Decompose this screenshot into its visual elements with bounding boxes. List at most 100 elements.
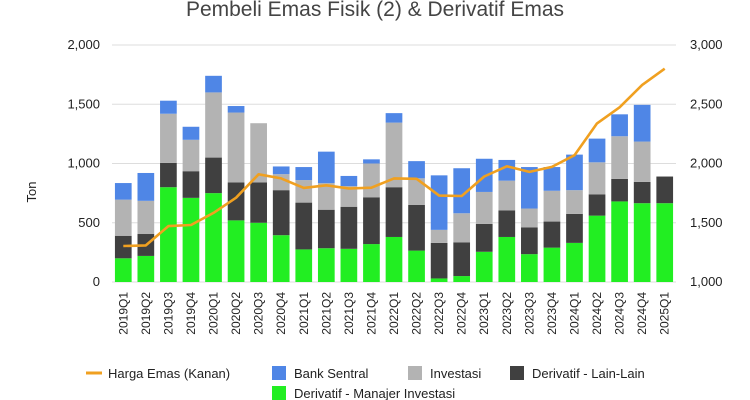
legend-label: Derivatif - Manajer Investasi	[294, 386, 455, 400]
legend-swatch	[272, 366, 286, 380]
x-tick-label: 2025Q1	[658, 292, 672, 335]
bar-segment	[633, 181, 651, 204]
bar-segment	[182, 197, 200, 282]
bar-segment	[633, 203, 651, 282]
bar-segment	[498, 210, 516, 237]
bar-segment	[475, 191, 493, 224]
bar-segment	[340, 248, 358, 282]
bar-segment	[475, 223, 493, 252]
bar-segment	[521, 227, 538, 255]
bar-segment	[543, 167, 561, 191]
bar-segment	[453, 242, 471, 277]
left-tick-label: 2,000	[67, 37, 100, 52]
x-tick-label: 2020Q1	[207, 292, 221, 335]
bar-segment	[295, 180, 313, 203]
bar-segment	[205, 157, 222, 194]
chart-title: Pembeli Emas Fisik (2) & Derivatif Emas	[186, 0, 564, 21]
bar-segment	[656, 203, 674, 282]
bar-segment	[385, 113, 403, 123]
bar-segment	[340, 186, 358, 207]
right-tick-label: 2,000	[690, 156, 723, 171]
legend-swatch	[510, 366, 524, 380]
x-tick-label: 2024Q4	[635, 292, 649, 335]
bar-segment	[408, 161, 425, 179]
bar-segment	[317, 183, 335, 210]
x-tick-label: 2024Q1	[568, 292, 582, 335]
bar-segment	[408, 178, 425, 205]
bar-segment	[543, 190, 561, 222]
bar-segment	[363, 197, 380, 245]
x-tick-label: 2022Q2	[410, 292, 424, 335]
x-tick-label: 2021Q1	[297, 292, 311, 335]
bar-segment	[363, 159, 380, 164]
bar-segment	[137, 200, 155, 235]
x-tick-label: 2024Q2	[590, 292, 604, 335]
bar-segment	[588, 194, 606, 216]
bar-segment	[205, 75, 222, 93]
legend-swatch	[272, 386, 286, 400]
bar-segment	[521, 208, 538, 228]
bar-segment	[566, 213, 583, 243]
y-axis-label: Ton	[24, 182, 39, 203]
bar-segment	[453, 213, 471, 243]
legend-label: Derivatif - Lain-Lain	[532, 366, 645, 381]
legend-label: Harga Emas (Kanan)	[108, 366, 230, 381]
right-axis: 1,000 1,500 2,000 2,500 3,000	[690, 37, 723, 289]
bar-segment	[250, 182, 267, 223]
left-tick-label: 1,000	[67, 156, 100, 171]
bar-segment	[182, 126, 200, 140]
bar-segment	[160, 162, 177, 188]
bar-segment	[521, 167, 538, 209]
bar-segment	[498, 180, 516, 211]
bar-segment	[588, 215, 606, 282]
bar-segment	[385, 187, 403, 237]
bar-segment	[205, 193, 222, 282]
bar-segment	[521, 254, 538, 282]
bar-segment	[295, 167, 313, 181]
bar-segment	[566, 242, 583, 282]
x-tick-label: 2022Q1	[387, 292, 401, 335]
x-tick-label: 2019Q4	[184, 292, 198, 335]
right-tick-label: 1,000	[690, 274, 723, 289]
bar-segment	[453, 276, 471, 282]
bar-segment	[633, 104, 651, 142]
x-tick-label: 2022Q3	[432, 292, 446, 335]
legend-label: Investasi	[430, 366, 481, 381]
bar-segment	[588, 138, 606, 163]
bar-segment	[408, 204, 425, 251]
legend-label: Bank Sentral	[294, 366, 369, 381]
x-tick-label: 2021Q2	[319, 292, 333, 335]
legend-swatch	[408, 366, 422, 380]
bar-segment	[385, 122, 403, 188]
x-tick-label: 2020Q2	[229, 292, 243, 335]
x-tick-label: 2023Q2	[500, 292, 514, 335]
bar-segment	[137, 255, 155, 282]
bar-segment	[611, 136, 628, 179]
bar-segment	[317, 248, 335, 282]
bar-segment	[317, 209, 335, 249]
bar-segment	[272, 235, 290, 282]
bars	[114, 75, 674, 282]
x-tick-label: 2023Q1	[477, 292, 491, 335]
bar-segment	[611, 201, 628, 282]
x-tick-label: 2020Q3	[252, 292, 266, 335]
bar-segment	[430, 242, 448, 279]
bar-segment	[566, 190, 583, 214]
bar-segment	[385, 236, 403, 282]
bar-segment	[114, 235, 132, 259]
bar-segment	[430, 278, 448, 282]
bar-segment	[250, 123, 267, 183]
x-axis: 2019Q1 2019Q2 2019Q3 2019Q4 2020Q1 2020Q2 2020…	[116, 292, 671, 335]
x-tick-label: 2023Q3	[522, 292, 536, 335]
x-tick-label: 2024Q3	[613, 292, 627, 335]
x-tick-label: 2021Q3	[342, 292, 356, 335]
bar-segment	[363, 163, 380, 198]
x-tick-label: 2020Q4	[274, 292, 288, 335]
left-tick-label: 500	[78, 215, 100, 230]
price-line-group	[123, 67, 666, 248]
bar-segment	[182, 171, 200, 198]
bar-segment	[633, 141, 651, 182]
bar-segment	[160, 113, 177, 163]
bar-segment	[295, 202, 313, 250]
